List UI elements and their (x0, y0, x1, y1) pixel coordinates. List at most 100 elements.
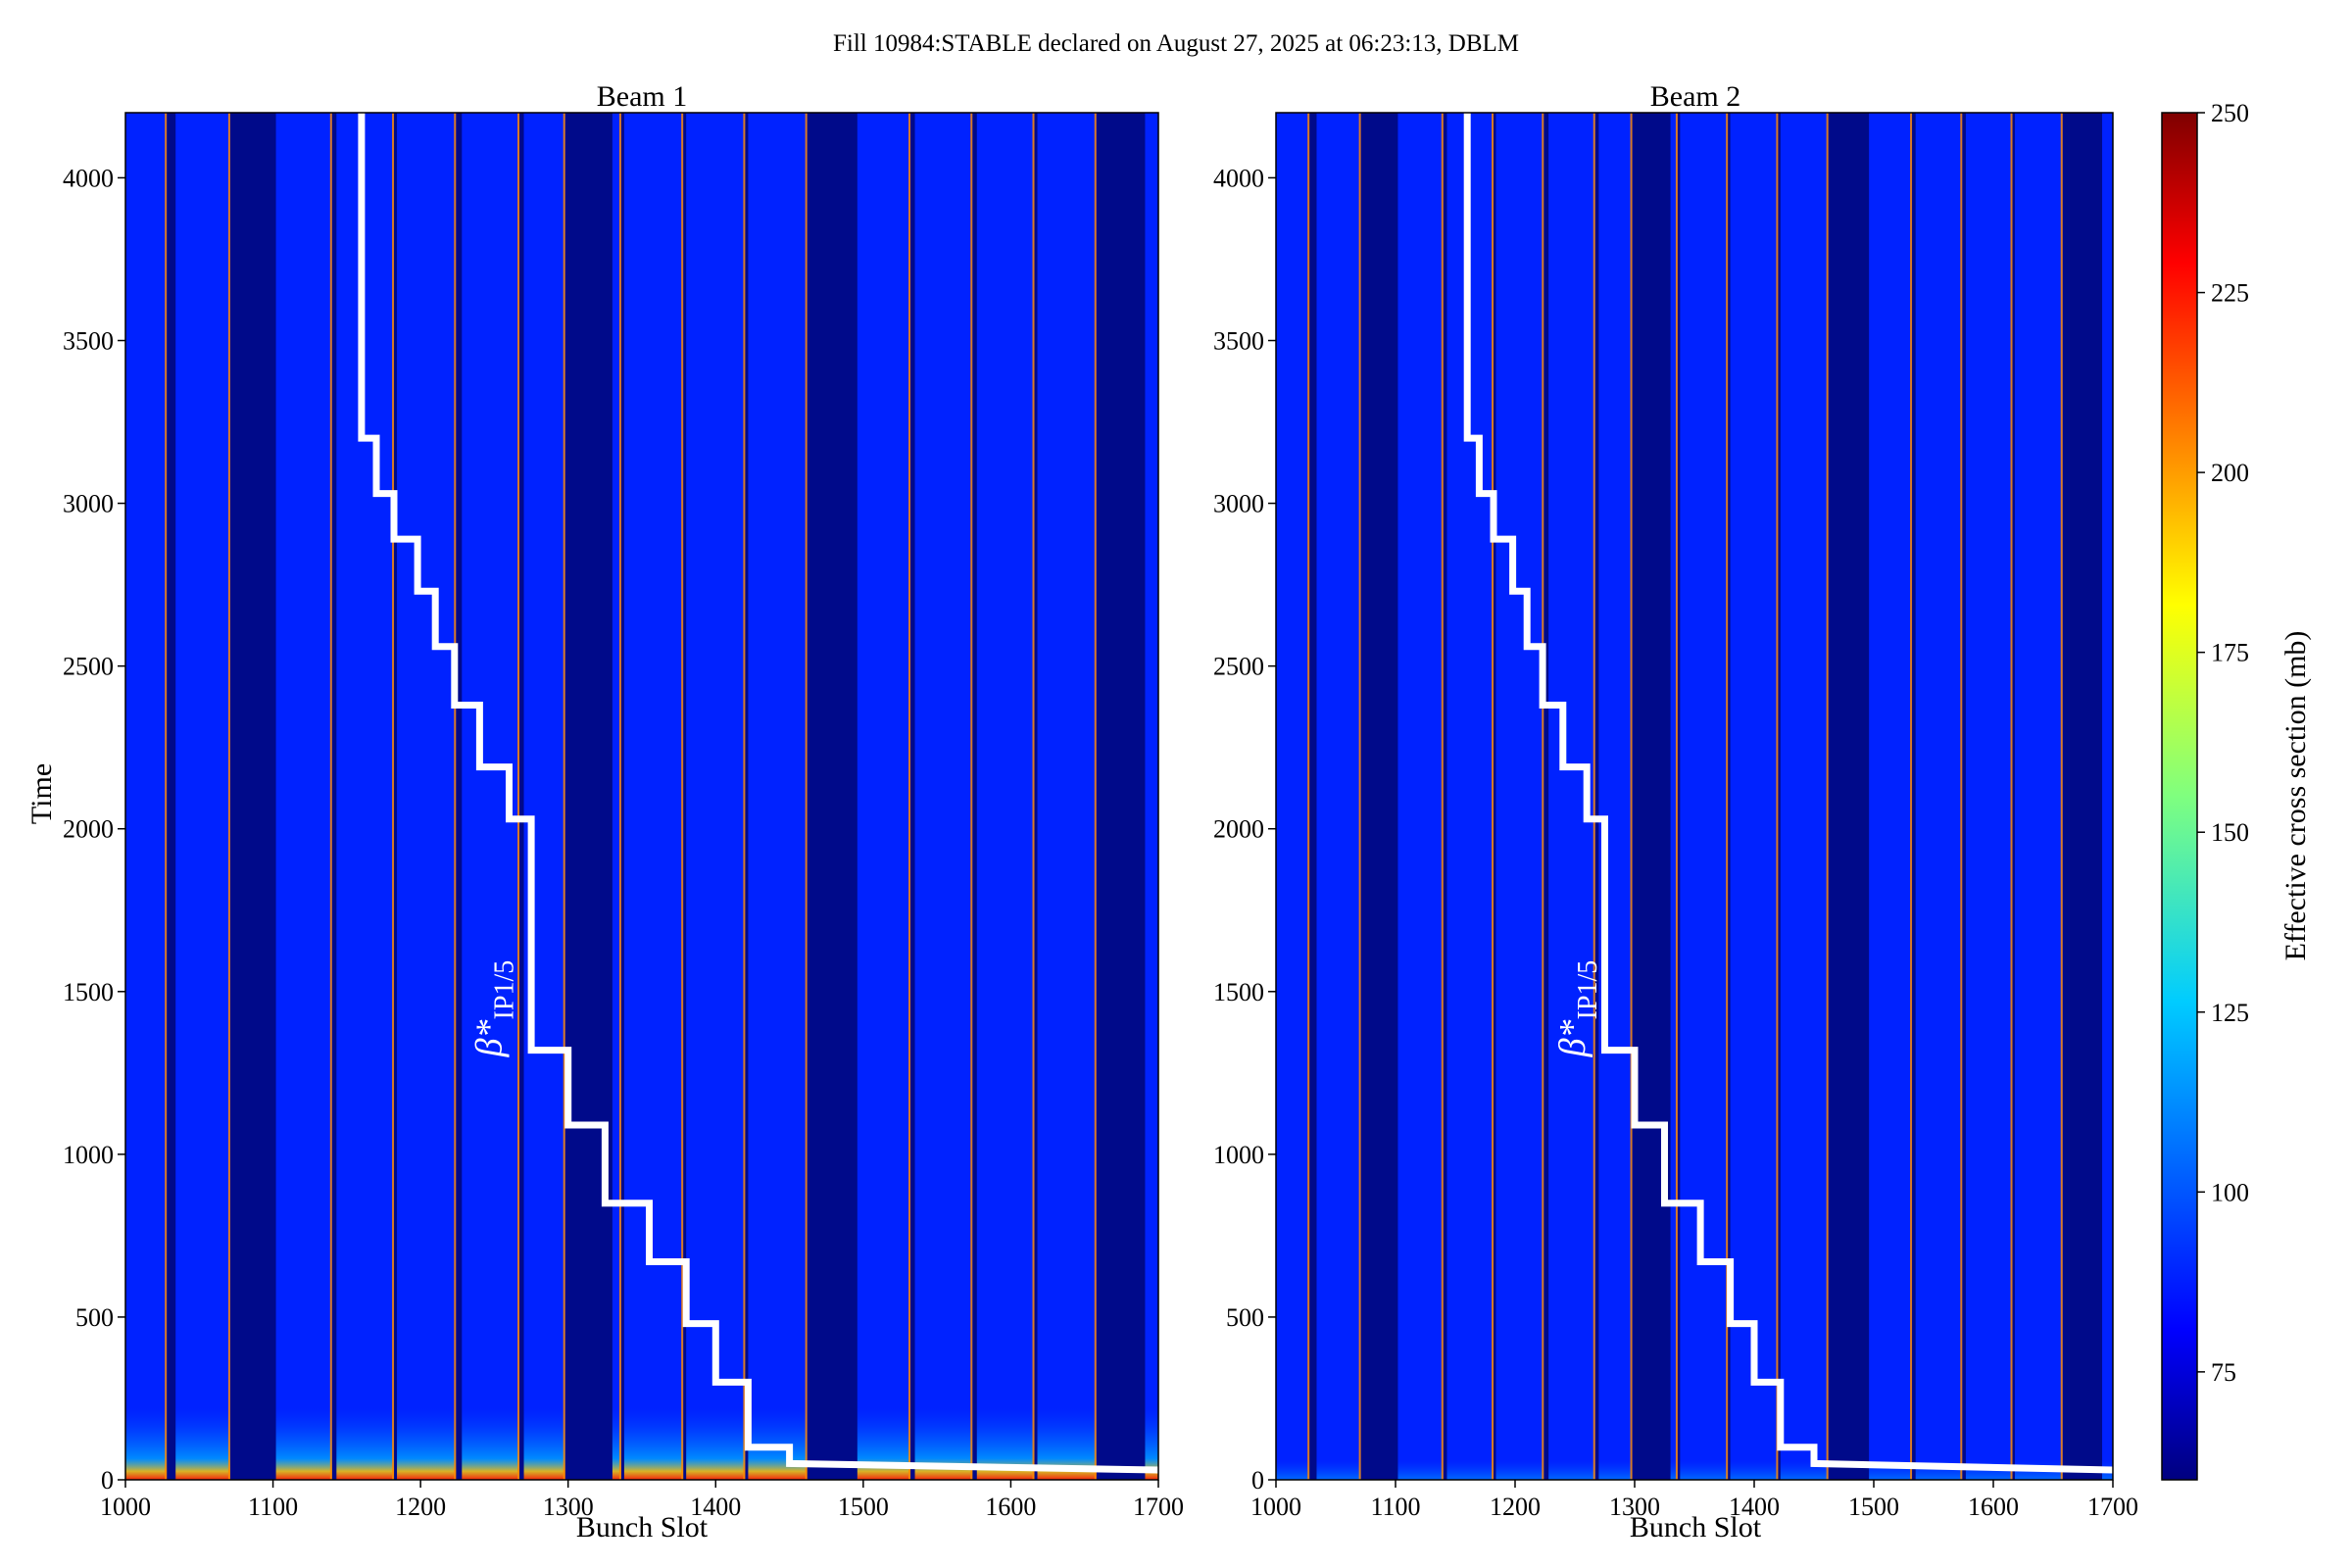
train-edge-stripe (1826, 113, 1829, 1480)
beta-star-step-line (1463, 113, 2114, 1474)
train-edge-stripe (2010, 113, 2013, 1480)
y-tick-label: 2000 (1213, 815, 1264, 844)
x-tick-label: 1100 (248, 1493, 298, 1521)
empty-bunch-gap (519, 113, 524, 1480)
beam-1-panel: Beam 1 β*IP1/5 1000 1100 1200 1300 1400 1500 1… (25, 80, 1184, 1544)
train-edge-stripe (563, 113, 565, 1480)
train-edge-stripe (227, 113, 230, 1480)
colorbar-tick-label: 125 (2211, 999, 2249, 1027)
x-tick-label: 1300 (1609, 1493, 1660, 1521)
y-tick-label: 3000 (1213, 490, 1264, 518)
plot-frame (124, 112, 1159, 1481)
train-edge-stripe (1776, 113, 1779, 1480)
x-tick-label: 1000 (1250, 1493, 1301, 1521)
x-tick-label: 1100 (1370, 1493, 1420, 1521)
empty-bunch-gap (2012, 113, 2015, 1480)
empty-bunch-gap (972, 113, 977, 1480)
colorbar: 75 100 125 150 175 200 225 250 Effective cross … (2161, 99, 2312, 1481)
x-tick-label: 1700 (1133, 1493, 1184, 1521)
train-edge-stripe (908, 113, 911, 1480)
empty-bunch-gap (456, 113, 463, 1480)
x-tick-label: 1300 (543, 1493, 594, 1521)
beta-star-subscript: IP1/5 (1573, 960, 1603, 1020)
train-edge-stripe (805, 113, 808, 1480)
beam-2-heatmap (1276, 113, 2113, 1480)
empty-bunch-gap (564, 113, 612, 1480)
colorbar-tick-label: 225 (2211, 279, 2249, 308)
beta-star-step-line (358, 113, 1159, 1474)
beam-1-axes: 1000 1100 1200 1300 1400 1500 1600 1700 0 500 1000… (63, 112, 1184, 1521)
y-tick-label: 4000 (63, 164, 114, 192)
x-tick-label: 1000 (100, 1493, 151, 1521)
empty-bunch-gap (1544, 113, 1549, 1480)
beam-2-axes: 1000 1100 1200 1300 1400 1500 1600 1700 0 500 1000… (1213, 112, 2138, 1521)
y-tick-label: 1000 (63, 1141, 114, 1169)
figure-suptitle: Fill 10984:STABLE declared on August 27,… (833, 30, 1519, 57)
train-edge-stripe (1441, 113, 1444, 1480)
train-edge-stripe (681, 113, 684, 1480)
empty-bunch-gap (1912, 113, 1916, 1480)
empty-bunch-gap (1728, 113, 1731, 1480)
x-tick-label: 1600 (1968, 1493, 2019, 1521)
empty-bunch-gap (1632, 113, 1671, 1480)
y-tick-label: 2500 (63, 653, 114, 681)
y-tick-label: 2000 (63, 815, 114, 844)
train-edge-stripe (2060, 113, 2063, 1480)
beam-1-beta-star-line (358, 113, 1159, 1474)
train-edge-stripe (392, 113, 395, 1480)
empty-bunch-gap (1443, 113, 1447, 1480)
empty-bunch-gap (1494, 113, 1496, 1480)
train-edge-stripe (743, 113, 746, 1480)
x-tick-label: 1600 (985, 1493, 1036, 1521)
beam-1-ylabel: Time (25, 763, 58, 824)
colorbar-tick-label: 75 (2211, 1358, 2236, 1387)
y-tick-label: 3500 (1213, 327, 1264, 356)
train-edge-stripe (165, 113, 168, 1480)
y-tick-label: 1500 (1213, 978, 1264, 1006)
colorbar-tick-label: 250 (2211, 99, 2249, 127)
heatmap-background (125, 113, 1158, 1480)
train-edge-stripe (1492, 113, 1494, 1480)
empty-bunch-gap (1594, 113, 1599, 1480)
empty-bunch-gap (1677, 113, 1681, 1480)
x-tick-label: 1500 (838, 1493, 889, 1521)
beta-star-symbol: β* (1552, 1019, 1593, 1057)
empty-bunch-gap (745, 113, 749, 1480)
colorbar-label: Effective cross section (mb) (2279, 631, 2312, 961)
train-edge-stripe (329, 113, 332, 1480)
y-tick-label: 3000 (63, 490, 114, 518)
empty-bunch-gap (394, 113, 398, 1480)
train-edge-stripe (1094, 113, 1097, 1480)
colorbar-tick-label: 150 (2211, 818, 2249, 847)
y-tick-label: 2500 (1213, 653, 1264, 681)
train-edge-stripe (1032, 113, 1035, 1480)
beta-star-symbol: β* (468, 1019, 510, 1057)
empty-bunch-gap (1778, 113, 1781, 1480)
empty-bunch-gap (1828, 113, 1870, 1480)
y-tick-label: 0 (1251, 1466, 1264, 1494)
x-tick-label: 1400 (1729, 1493, 1780, 1521)
empty-bunch-gap (620, 113, 624, 1480)
y-tick-label: 1000 (1213, 1141, 1264, 1169)
empty-bunch-gap (910, 113, 915, 1480)
y-tick-label: 500 (1226, 1303, 1264, 1332)
train-edge-stripe (970, 113, 973, 1480)
beta-star-label: β*IP1/5 (468, 960, 519, 1058)
y-tick-label: 500 (75, 1303, 114, 1332)
x-tick-label: 1400 (690, 1493, 741, 1521)
colorbar-tick-label: 200 (2211, 459, 2249, 487)
train-edge-stripe (1307, 113, 1310, 1480)
empty-bunch-gap (331, 113, 337, 1480)
x-tick-label: 1200 (1490, 1493, 1541, 1521)
y-tick-label: 0 (101, 1466, 114, 1494)
beam-2-title: Beam 2 (1650, 80, 1740, 113)
beta-star-label: β*IP1/5 (1552, 960, 1603, 1058)
y-tick-label: 1500 (63, 978, 114, 1006)
beam-2-panel: Beam 2 β*IP1/5 1000 1100 1200 1300 1400 1500 1… (1213, 80, 2138, 1544)
empty-bunch-gap (2062, 113, 2103, 1480)
plot-frame (1275, 112, 2114, 1481)
empty-bunch-gap (229, 113, 276, 1480)
beam-1-beta-star-annotation: β*IP1/5 (468, 960, 519, 1058)
empty-bunch-gap (1962, 113, 1966, 1480)
empty-bunch-gap (1034, 113, 1038, 1480)
